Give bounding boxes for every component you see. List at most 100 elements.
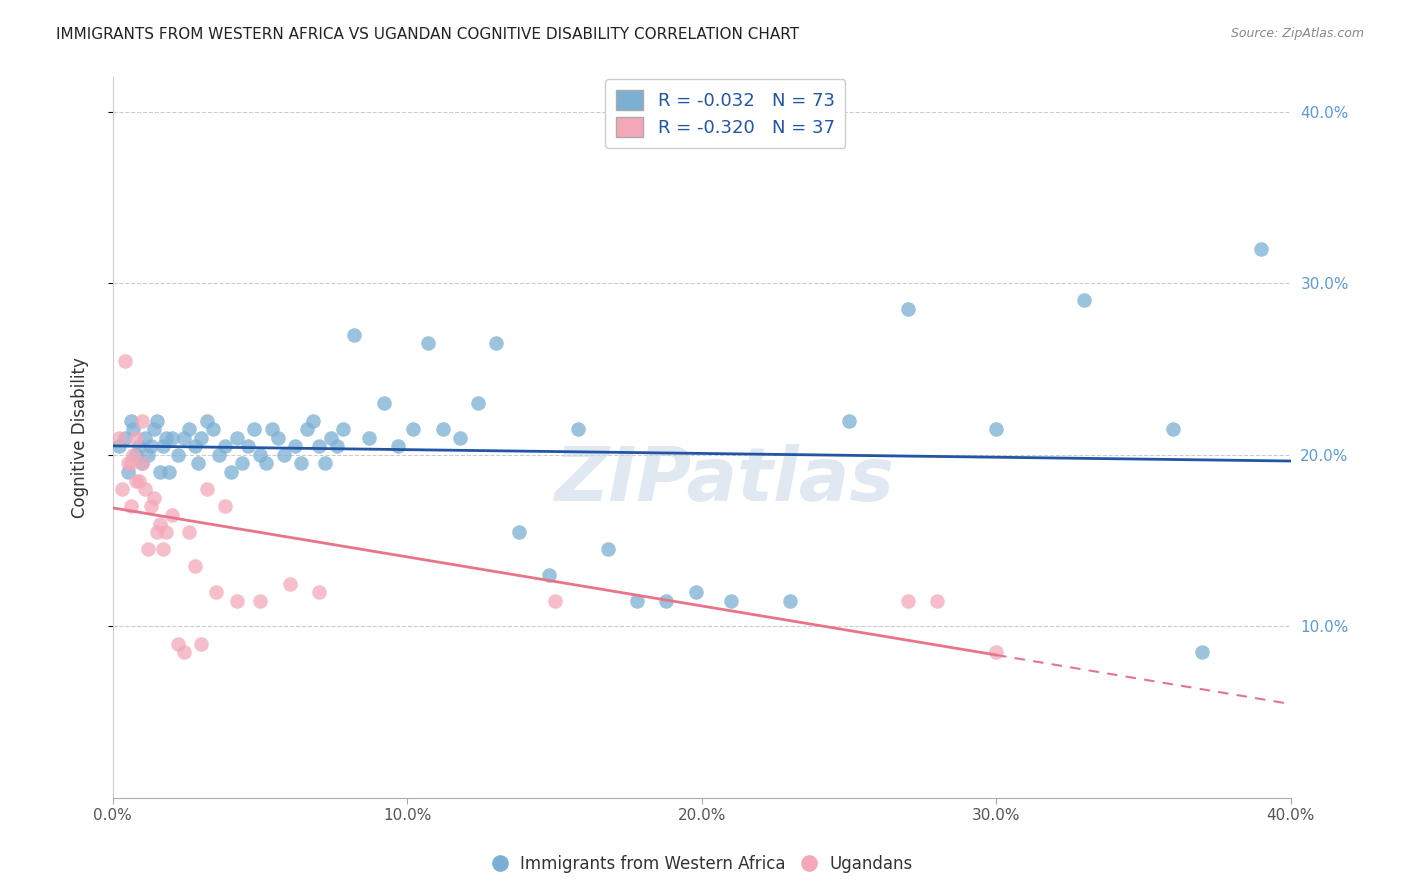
Point <box>149 465 172 479</box>
Point <box>295 422 318 436</box>
Point <box>225 593 247 607</box>
Point <box>508 525 530 540</box>
Point <box>655 593 678 607</box>
Point <box>120 500 142 514</box>
Point <box>308 585 330 599</box>
Point <box>152 542 174 557</box>
Point <box>195 414 218 428</box>
Point <box>208 448 231 462</box>
Point <box>779 593 801 607</box>
Point <box>146 414 169 428</box>
Point <box>402 422 425 436</box>
Point <box>190 637 212 651</box>
Point <box>143 422 166 436</box>
Point <box>111 482 134 496</box>
Legend: Immigrants from Western Africa, Ugandans: Immigrants from Western Africa, Ugandans <box>486 848 920 880</box>
Point <box>125 474 148 488</box>
Point <box>155 525 177 540</box>
Point <box>284 439 307 453</box>
Point <box>187 457 209 471</box>
Point <box>166 637 188 651</box>
Point <box>131 457 153 471</box>
Point <box>173 431 195 445</box>
Point <box>173 645 195 659</box>
Point <box>128 474 150 488</box>
Point <box>131 414 153 428</box>
Point <box>157 465 180 479</box>
Point <box>149 516 172 531</box>
Point <box>120 457 142 471</box>
Point <box>357 431 380 445</box>
Point <box>139 439 162 453</box>
Point <box>120 414 142 428</box>
Point <box>128 439 150 453</box>
Point <box>273 448 295 462</box>
Point <box>225 431 247 445</box>
Point <box>897 301 920 316</box>
Point <box>160 431 183 445</box>
Point <box>107 431 129 445</box>
Point <box>1250 242 1272 256</box>
Point <box>205 585 228 599</box>
Point <box>260 422 283 436</box>
Point <box>134 482 156 496</box>
Point <box>136 448 159 462</box>
Point <box>567 422 589 436</box>
Point <box>302 414 325 428</box>
Point <box>134 431 156 445</box>
Point <box>897 593 920 607</box>
Point <box>325 439 347 453</box>
Point <box>449 431 471 445</box>
Point <box>927 593 949 607</box>
Point <box>166 448 188 462</box>
Point <box>290 457 312 471</box>
Point <box>267 431 290 445</box>
Text: ZIPatlas: ZIPatlas <box>555 444 896 517</box>
Point <box>596 542 619 557</box>
Point <box>986 422 1008 436</box>
Point <box>152 439 174 453</box>
Point <box>416 336 439 351</box>
Point <box>720 593 742 607</box>
Point <box>485 336 508 351</box>
Point <box>343 327 366 342</box>
Point <box>243 422 266 436</box>
Point <box>184 559 207 574</box>
Point <box>179 525 201 540</box>
Point <box>249 448 271 462</box>
Point <box>136 542 159 557</box>
Point <box>122 422 145 436</box>
Point <box>1161 422 1184 436</box>
Point <box>107 439 129 453</box>
Point <box>685 585 707 599</box>
Text: Source: ZipAtlas.com: Source: ZipAtlas.com <box>1230 27 1364 40</box>
Point <box>543 593 565 607</box>
Point <box>179 422 201 436</box>
Point <box>838 414 860 428</box>
Point <box>117 457 139 471</box>
Point <box>238 439 260 453</box>
Point <box>117 465 139 479</box>
Point <box>986 645 1008 659</box>
Point <box>139 500 162 514</box>
Point <box>125 431 148 445</box>
Point <box>155 431 177 445</box>
Point <box>1191 645 1213 659</box>
Point <box>314 457 336 471</box>
Point <box>1073 293 1095 308</box>
Point <box>219 465 242 479</box>
Point <box>214 500 236 514</box>
Point <box>143 491 166 505</box>
Point <box>184 439 207 453</box>
Y-axis label: Cognitive Disability: Cognitive Disability <box>72 358 89 518</box>
Point <box>373 396 395 410</box>
Point <box>254 457 277 471</box>
Text: IMMIGRANTS FROM WESTERN AFRICA VS UGANDAN COGNITIVE DISABILITY CORRELATION CHART: IMMIGRANTS FROM WESTERN AFRICA VS UGANDA… <box>56 27 800 42</box>
Point <box>467 396 489 410</box>
Point <box>626 593 648 607</box>
Legend: R = -0.032   N = 73, R = -0.320   N = 37: R = -0.032 N = 73, R = -0.320 N = 37 <box>605 79 845 148</box>
Point <box>125 448 148 462</box>
Point <box>214 439 236 453</box>
Point <box>160 508 183 522</box>
Point <box>319 431 342 445</box>
